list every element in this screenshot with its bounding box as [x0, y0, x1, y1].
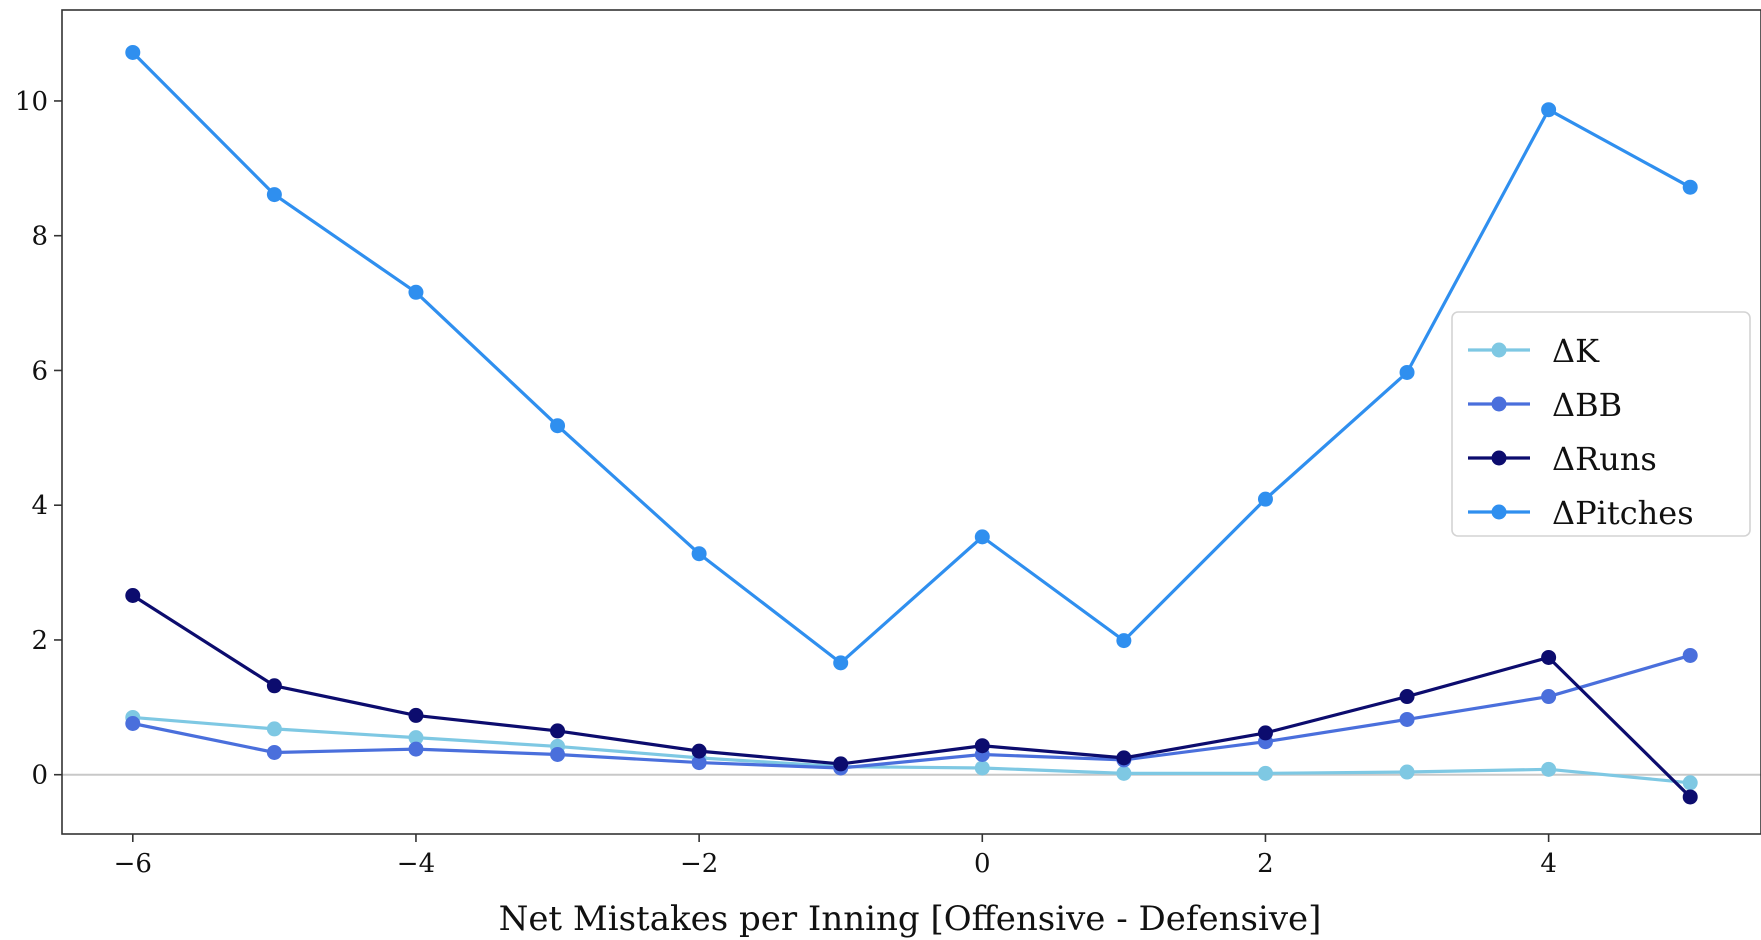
- data-point: [833, 655, 849, 671]
- data-point: [1116, 750, 1132, 766]
- y-tick-label: 10: [15, 87, 48, 117]
- data-point: [408, 284, 424, 300]
- series-line: [132, 653, 1691, 770]
- data-point: [1541, 102, 1557, 118]
- y-tick-label: 2: [31, 626, 48, 656]
- x-tick-label: 4: [1540, 849, 1557, 879]
- legend-box: [1451, 311, 1751, 537]
- data-point: [691, 743, 707, 759]
- data-point: [974, 760, 990, 776]
- legend-swatch-marker: [1491, 450, 1507, 466]
- data-point: [1682, 647, 1698, 663]
- data-point: [1399, 364, 1415, 380]
- legend-swatch-marker: [1491, 342, 1507, 358]
- data-point: [1399, 689, 1415, 705]
- series-2: [125, 587, 1698, 805]
- data-point: [1257, 725, 1273, 741]
- data-point: [266, 187, 282, 203]
- data-point: [1399, 711, 1415, 727]
- data-point: [691, 755, 707, 771]
- y-tick-label: 8: [31, 222, 48, 252]
- data-point: [125, 716, 141, 732]
- plot-frame: [61, 9, 1761, 835]
- data-point: [266, 744, 282, 760]
- data-point: [550, 723, 566, 739]
- data-point: [1541, 689, 1557, 705]
- legend-item-1: ΔBB: [1468, 386, 1622, 424]
- series-layer: [125, 44, 1698, 805]
- data-point: [125, 44, 141, 60]
- y-tick-label: 0: [31, 761, 48, 791]
- data-point: [833, 756, 849, 772]
- legend-item-0: ΔK: [1468, 332, 1600, 370]
- data-point: [408, 707, 424, 723]
- x-tick-label: 0: [974, 849, 991, 879]
- data-point: [1682, 179, 1698, 195]
- legend-swatch-marker: [1491, 396, 1507, 412]
- series-line: [131, 594, 1692, 799]
- legend-swatch-marker: [1491, 504, 1507, 520]
- data-point: [550, 746, 566, 762]
- x-tick-label: −4: [397, 849, 435, 879]
- x-tick-label: −2: [680, 849, 718, 879]
- data-point: [974, 529, 990, 545]
- y-tick-label: 6: [31, 356, 48, 386]
- data-point: [1257, 765, 1273, 781]
- y-axis: 0 2 4 6 8 10: [15, 87, 62, 791]
- series-line: [132, 715, 1691, 785]
- data-point: [125, 587, 141, 603]
- data-point: [266, 721, 282, 737]
- series-3: [125, 44, 1698, 671]
- x-axis: −6 −4 −2 0 2 4: [114, 834, 1557, 879]
- data-point: [691, 546, 707, 562]
- data-point: [1682, 775, 1698, 791]
- data-point: [1116, 633, 1132, 649]
- legend: ΔK ΔBB ΔRuns ΔPitches: [1451, 311, 1751, 537]
- legend-label: ΔBB: [1552, 386, 1622, 424]
- data-point: [1116, 765, 1132, 781]
- data-point: [266, 678, 282, 694]
- legend-label: ΔRuns: [1552, 440, 1657, 478]
- x-axis-label: Net Mistakes per Inning [Offensive - Def…: [499, 899, 1322, 939]
- data-point: [408, 730, 424, 746]
- y-tick-label: 4: [31, 491, 48, 521]
- legend-item-2: ΔRuns: [1468, 440, 1657, 478]
- legend-label: ΔPitches: [1552, 494, 1694, 532]
- data-point: [1541, 761, 1557, 777]
- data-point: [408, 741, 424, 757]
- x-tick-label: −6: [114, 849, 152, 879]
- series-line: [131, 51, 1691, 665]
- data-point: [1682, 789, 1698, 805]
- data-point: [1399, 764, 1415, 780]
- data-point: [1541, 649, 1557, 665]
- legend-label: ΔK: [1552, 332, 1600, 370]
- x-tick-label: 2: [1257, 849, 1274, 879]
- data-point: [974, 738, 990, 754]
- data-point: [1257, 491, 1273, 507]
- legend-item-3: ΔPitches: [1468, 494, 1694, 532]
- data-point: [550, 418, 566, 434]
